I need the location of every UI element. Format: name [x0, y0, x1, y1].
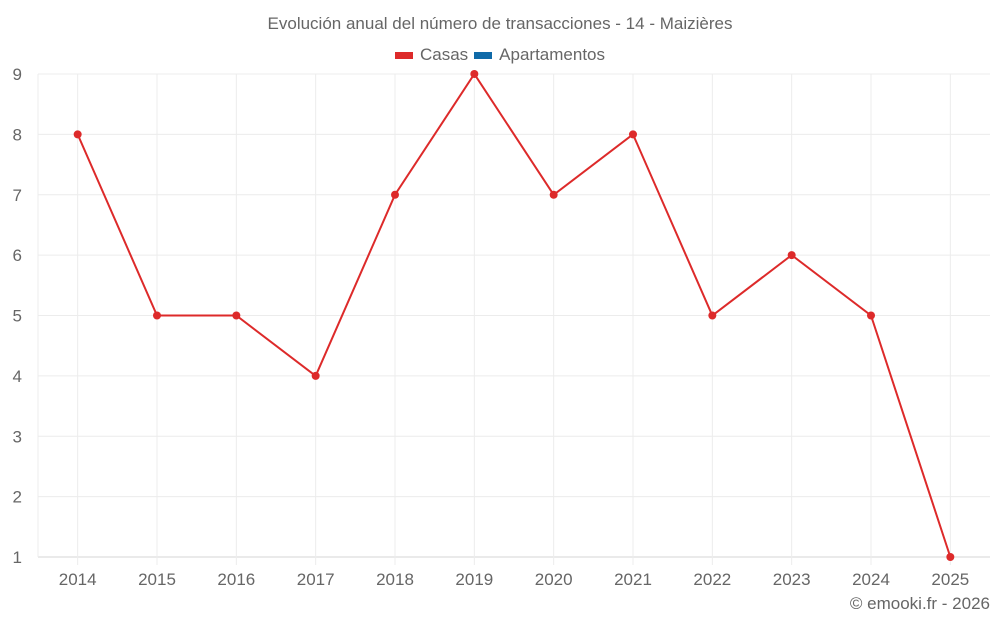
x-tick-label: 2020: [535, 570, 573, 589]
legend-label-apartamentos: Apartamentos: [499, 45, 606, 64]
x-tick-label: 2016: [217, 570, 255, 589]
y-tick-label: 9: [13, 65, 22, 84]
data-point[interactable]: [153, 311, 161, 320]
legend-item-casas[interactable]: Casas: [394, 45, 469, 65]
y-tick-label: 3: [13, 427, 22, 446]
y-tick-label: 8: [13, 125, 22, 144]
legend-label-casas: Casas: [419, 45, 469, 64]
x-tick-label: 2017: [297, 570, 335, 589]
credit-text: © emooki.fr - 2026: [849, 594, 990, 613]
legend-swatch-casas: [394, 51, 413, 59]
x-tick-label: 2018: [376, 570, 414, 589]
data-point[interactable]: [549, 190, 558, 199]
y-tick-label: 5: [13, 307, 22, 326]
data-point[interactable]: [73, 130, 82, 139]
data-point[interactable]: [470, 70, 479, 78]
x-tick-label: 2019: [455, 570, 493, 589]
chart-title: Evolución anual del número de transaccio…: [267, 14, 733, 33]
y-tick-label: 6: [13, 246, 22, 265]
x-tick-label: 2022: [693, 570, 731, 589]
y-tick-label: 4: [13, 367, 22, 386]
x-tick-label: 2024: [852, 570, 890, 589]
x-tick-label: 2025: [931, 570, 969, 589]
series-line-casas: [76, 72, 952, 558]
x-tick-label: 2021: [614, 570, 652, 589]
data-point[interactable]: [232, 311, 241, 320]
data-point[interactable]: [708, 311, 717, 320]
data-point[interactable]: [867, 311, 875, 320]
data-point[interactable]: [311, 371, 320, 380]
legend: Casas Apartamentos: [0, 45, 1000, 65]
legend-swatch-apartamentos: [474, 51, 493, 59]
x-tick-label: 2015: [138, 570, 176, 589]
data-point[interactable]: [946, 553, 955, 561]
data-point[interactable]: [787, 251, 796, 260]
x-tick-label: 2014: [59, 570, 97, 589]
data-point[interactable]: [391, 190, 399, 199]
data-point[interactable]: [629, 130, 637, 139]
legend-item-apartamentos[interactable]: Apartamentos: [474, 45, 605, 65]
y-tick-label: 2: [13, 488, 22, 507]
x-tick-label: 2023: [773, 570, 811, 589]
y-tick-label: 7: [13, 186, 22, 205]
y-tick-label: 1: [13, 548, 22, 567]
